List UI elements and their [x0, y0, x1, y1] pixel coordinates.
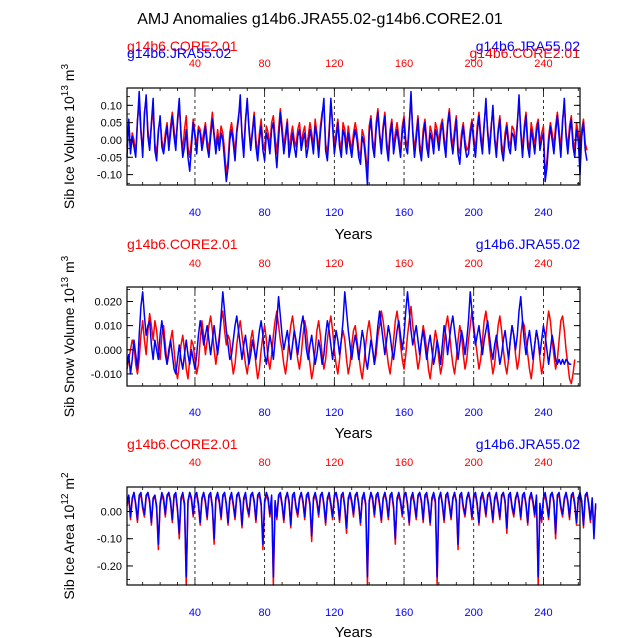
y-axis-label-main: Sib Snow Volume 10 — [61, 288, 77, 417]
x-axis-label: Years — [335, 425, 373, 442]
y-tick-label: 0.00 — [101, 135, 122, 147]
x-tick-label-bottom: 40 — [189, 607, 201, 619]
x-tick-label-top: 40 — [189, 258, 201, 270]
y-axis-label-exp: 13 — [60, 276, 71, 288]
x-tick-label-top: 240 — [534, 258, 552, 270]
legend-overlap-right: g14b6.CORE2.01 — [469, 45, 580, 61]
x-axis-label: Years — [335, 624, 373, 638]
series-line-jra — [126, 491, 597, 578]
x-tick-label-bottom: 120 — [325, 407, 343, 419]
y-axis-label-exp: 13 — [60, 85, 71, 97]
panel-3: 0.00 -0.10 -0.20 40 40 80 80 120 120 160 160 200 200… — [60, 436, 597, 638]
y-tick-label: -0.10 — [97, 170, 122, 182]
x-tick-label-bottom: 200 — [465, 407, 483, 419]
x-tick-label-bottom: 240 — [534, 207, 552, 219]
y-tick-label: 0.05 — [101, 118, 122, 130]
y-tick-label: -0.20 — [97, 561, 122, 573]
y-tick-label: -0.05 — [97, 152, 122, 164]
x-tick-label-bottom: 240 — [534, 607, 552, 619]
y-axis-label-unit-exp: 3 — [60, 64, 71, 70]
y-axis-label-main: Sib Ice Area 10 — [61, 504, 77, 599]
x-tick-label-top: 240 — [534, 457, 552, 469]
y-axis-label-exp: 12 — [60, 493, 71, 505]
y-axis-label: Sib Ice Volume 1013 m3 — [60, 64, 77, 210]
x-tick-label-bottom: 80 — [259, 407, 271, 419]
x-tick-label-top: 160 — [395, 457, 413, 469]
x-tick-label-top: 200 — [465, 58, 483, 70]
y-axis-label-unit: m — [61, 70, 77, 86]
series-line-jra — [126, 90, 588, 186]
plot-frame — [126, 87, 581, 186]
x-tick-label-top: 40 — [189, 58, 201, 70]
x-tick-label-bottom: 200 — [465, 207, 483, 219]
x-tick-label-bottom: 160 — [395, 207, 413, 219]
legend-overlap-left: g14b6.JRA55.02 — [127, 45, 232, 61]
x-tick-label-top: 40 — [189, 457, 201, 469]
figure-title: AMJ Anomalies g14b6.JRA55.02-g14b6.CORE2… — [137, 11, 503, 28]
y-axis-label-main: Sib Ice Volume 10 — [61, 96, 77, 209]
panel-1: 0.10 0.05 0.00 -0.05 -0.10 40 40 80 80 120 120 160 1… — [60, 38, 588, 243]
x-tick-label-bottom: 160 — [395, 607, 413, 619]
plot-frame — [126, 486, 581, 586]
legend-left: g14b6.CORE2.01 — [127, 436, 238, 452]
legend-right: g14b6.JRA55.02 — [476, 38, 581, 54]
x-tick-label-top: 80 — [259, 258, 271, 270]
panel-2: 0.020 0.010 0.000 -0.010 40 40 80 80 120 120 160 16… — [60, 236, 581, 442]
x-tick-label-bottom: 120 — [325, 607, 343, 619]
y-axis-label: Sib Ice Area 1012 m2 — [60, 472, 77, 600]
y-tick-label: -0.10 — [97, 534, 122, 546]
x-tick-label-top: 120 — [325, 58, 343, 70]
y-axis-label-unit-exp: 3 — [60, 255, 71, 261]
x-tick-label-bottom: 80 — [259, 607, 271, 619]
x-tick-label-top: 200 — [465, 457, 483, 469]
x-tick-label-bottom: 120 — [325, 207, 343, 219]
y-tick-label: 0.10 — [101, 100, 122, 112]
x-tick-label-bottom: 40 — [189, 407, 201, 419]
x-tick-label-top: 120 — [325, 457, 343, 469]
x-tick-label-bottom: 240 — [534, 407, 552, 419]
x-tick-label-top: 80 — [259, 457, 271, 469]
plot-frame — [126, 286, 581, 387]
y-tick-label: 0.010 — [94, 321, 122, 333]
y-axis-label-unit: m — [61, 478, 77, 494]
legend-right: g14b6.JRA55.02 — [476, 436, 581, 452]
x-axis-label: Years — [335, 226, 373, 243]
x-tick-label-bottom: 40 — [189, 207, 201, 219]
panels: 0.10 0.05 0.00 -0.05 -0.10 40 40 80 80 120 120 160 1… — [60, 38, 597, 638]
x-tick-label-bottom: 200 — [465, 607, 483, 619]
y-axis-label: Sib Snow Volume 1013 m3 — [60, 255, 77, 417]
y-axis-label-unit: m — [61, 261, 77, 277]
y-tick-label: 0.020 — [94, 296, 122, 308]
y-tick-label: 0.000 — [94, 345, 122, 357]
x-tick-label-top: 160 — [395, 58, 413, 70]
x-tick-label-top: 200 — [465, 258, 483, 270]
x-tick-label-top: 80 — [259, 58, 271, 70]
x-tick-label-bottom: 160 — [395, 407, 413, 419]
legend-left: g14b6.CORE2.01 — [127, 38, 238, 54]
x-tick-label-bottom: 80 — [259, 207, 271, 219]
y-tick-label: 0.00 — [101, 507, 122, 519]
x-tick-label-top: 240 — [534, 58, 552, 70]
x-tick-label-top: 120 — [325, 258, 343, 270]
series-line-core — [126, 305, 576, 385]
legend-left: g14b6.CORE2.01 — [127, 236, 238, 252]
y-tick-label: -0.010 — [91, 369, 122, 381]
legend-right: g14b6.JRA55.02 — [476, 236, 581, 252]
series-line-jra — [126, 291, 572, 375]
y-axis-label-unit-exp: 2 — [60, 472, 71, 478]
x-tick-label-top: 160 — [395, 258, 413, 270]
